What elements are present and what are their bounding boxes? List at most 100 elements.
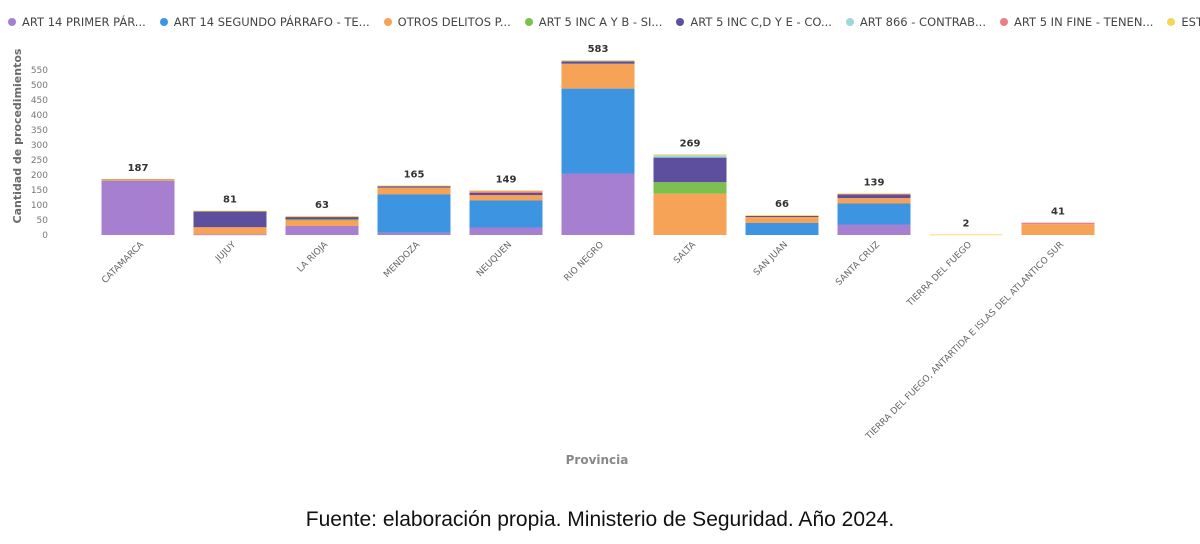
bar-segment[interactable] xyxy=(193,234,267,236)
legend-item[interactable]: OTROS DELITOS P... xyxy=(383,11,511,33)
x-axis-label: Provincia xyxy=(566,453,629,467)
legend-item[interactable]: ART 5 IN FINE - TENEN... xyxy=(1000,11,1153,33)
source-caption: Fuente: elaboración propia. Ministerio d… xyxy=(305,508,895,531)
bar-total-labels: 187 81 63 165 149 583 269 66 139 2 41 xyxy=(128,44,1065,229)
y-tick-label: 200 xyxy=(31,171,48,181)
y-tick-label: 300 xyxy=(31,141,48,151)
legend-dot-icon xyxy=(676,18,685,26)
bar-segment[interactable] xyxy=(745,215,819,217)
bar-segment[interactable] xyxy=(561,60,635,61)
bar-segment[interactable] xyxy=(285,226,359,235)
bar-segment[interactable] xyxy=(745,217,819,223)
bar-segment[interactable] xyxy=(101,178,175,180)
y-tick-label: 250 xyxy=(31,156,48,166)
bar-segment[interactable] xyxy=(285,217,359,220)
legend-item[interactable]: ART 14 PRIMER PÁR... xyxy=(8,11,146,33)
y-tick-label: 550 xyxy=(31,66,48,76)
bar-segment[interactable] xyxy=(837,224,911,236)
legend-item[interactable]: ART 14 SEGUNDO PÁRRAFO - TE... xyxy=(159,11,370,33)
bar-total-label: 41 xyxy=(1051,207,1065,218)
bar-segment[interactable] xyxy=(285,216,359,217)
legend-item[interactable]: ART 5 INC A Y B - SI... xyxy=(524,11,662,33)
bar-segment[interactable] xyxy=(745,215,819,216)
legend-dot-icon xyxy=(383,18,392,26)
legend-label: ART 866 - CONTRAB... xyxy=(859,15,986,29)
bar-total-label: 63 xyxy=(315,200,329,211)
legend-item[interactable]: ART 866 - CONTRAB... xyxy=(845,11,986,33)
bar-total-label: 165 xyxy=(404,170,425,181)
bar-segment[interactable] xyxy=(561,173,635,236)
bar-segment[interactable] xyxy=(469,200,543,228)
bar-segment[interactable] xyxy=(377,185,451,187)
bar-total-label: 583 xyxy=(588,44,609,55)
bar-segment[interactable] xyxy=(469,193,543,196)
legend-dot-icon xyxy=(1167,18,1176,26)
x-tick-label: TIERRA DEL FUEGO, ANTARTIDA E ISLAS DEL … xyxy=(864,240,1067,443)
bar-total-label: 139 xyxy=(864,177,885,188)
x-tick-label: CATAMARCA xyxy=(100,239,146,285)
legend-dot-icon xyxy=(845,18,854,26)
bar-total-label: 81 xyxy=(223,195,237,206)
bar-segment[interactable] xyxy=(653,157,727,183)
x-tick-label: JUJUY xyxy=(213,240,238,265)
bar-segment[interactable] xyxy=(837,193,911,195)
bar-segment[interactable] xyxy=(653,154,727,156)
legend-label: ESTU... xyxy=(1181,15,1200,29)
bar-segment[interactable] xyxy=(193,210,267,212)
x-tick-label: SANTA CRUZ xyxy=(834,240,882,288)
legend-dot-icon xyxy=(524,18,533,26)
legend-item[interactable]: ESTU... xyxy=(1167,11,1200,33)
legend-label: ART 5 INC C,D Y E - CO... xyxy=(690,15,832,29)
bar-segment[interactable] xyxy=(653,193,727,235)
bar-segment[interactable] xyxy=(469,191,543,193)
bar-segment[interactable] xyxy=(469,227,543,236)
x-tick-label: NEUQUEN xyxy=(475,240,514,279)
legend-dot-icon xyxy=(1000,18,1008,26)
bar-segment[interactable] xyxy=(1021,224,1095,235)
x-tick-label: TIERRA DEL FUEGO xyxy=(905,240,974,309)
legend-label: ART 5 IN FINE - TENEN... xyxy=(1014,15,1154,29)
y-tick-label: 100 xyxy=(31,201,48,211)
bar-segment[interactable] xyxy=(101,179,175,181)
bar-segment[interactable] xyxy=(1021,222,1095,225)
bar-total-label: 2 xyxy=(963,218,970,229)
bar-segment[interactable] xyxy=(561,60,635,62)
x-tick-label: MENDOZA xyxy=(382,239,423,280)
bar-segment[interactable] xyxy=(377,194,451,233)
chart-legend: ART 14 PRIMER PÁR... ART 14 SEGUNDO PÁRRA… xyxy=(8,11,1200,33)
bar-segment[interactable] xyxy=(377,187,451,195)
bar-segment[interactable] xyxy=(561,63,635,89)
legend-label: ART 14 SEGUNDO PÁRRAFO - TE... xyxy=(173,15,370,29)
bar-segment[interactable] xyxy=(285,219,359,221)
bar-segment[interactable] xyxy=(653,182,727,194)
y-tick-label: 0 xyxy=(42,231,48,241)
bar-segment[interactable] xyxy=(469,190,543,192)
bar-segment[interactable] xyxy=(193,211,267,228)
bar-segment[interactable] xyxy=(377,232,451,235)
bar-segment[interactable] xyxy=(377,186,451,188)
y-axis-ticks: 0 50 100 150 200 250 300 350 400 450 500 550 xyxy=(31,66,48,241)
bar-segment[interactable] xyxy=(837,203,911,225)
bar-segment[interactable] xyxy=(469,195,543,201)
bar-segment[interactable] xyxy=(929,234,1003,236)
bar-segment[interactable] xyxy=(837,194,911,199)
bar-segment[interactable] xyxy=(745,223,819,235)
legend-dot-icon xyxy=(159,18,168,26)
x-tick-label: LA RIOJA xyxy=(296,239,331,274)
bar-segment[interactable] xyxy=(285,220,359,226)
bar-segment[interactable] xyxy=(193,227,267,235)
bar-segment[interactable] xyxy=(561,61,635,64)
y-tick-label: 50 xyxy=(37,216,49,226)
bar-segment[interactable] xyxy=(561,88,635,174)
y-tick-label: 500 xyxy=(31,81,48,91)
bar-total-label: 269 xyxy=(680,138,701,149)
bar-segment[interactable] xyxy=(653,155,727,158)
bar-total-label: 187 xyxy=(128,163,149,174)
legend-label: ART 14 PRIMER PÁR... xyxy=(22,15,146,29)
x-tick-label: SAN JUAN xyxy=(752,240,790,278)
legend-item[interactable]: ART 5 INC C,D Y E - CO... xyxy=(676,11,832,33)
bar-segment[interactable] xyxy=(837,193,911,195)
bar-segment[interactable] xyxy=(101,180,175,235)
bar-segment[interactable] xyxy=(837,198,911,204)
x-axis-ticks: CATAMARCA JUJUY LA RIOJA MENDOZA NEUQUEN RIO … xyxy=(100,239,1066,442)
